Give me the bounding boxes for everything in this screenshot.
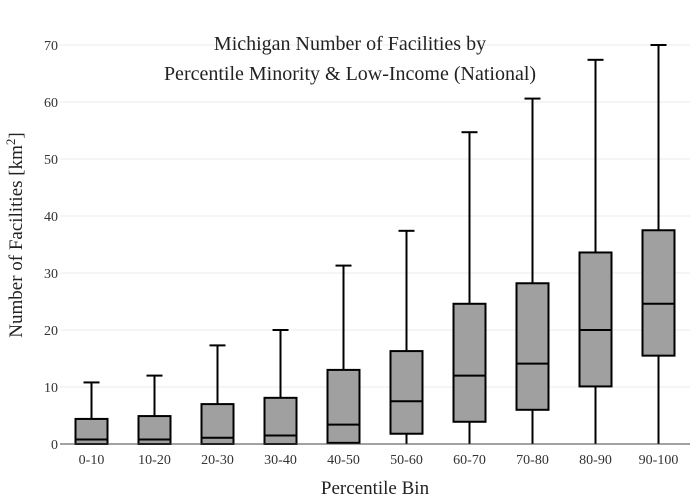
x-tick-label: 60-70: [453, 453, 486, 468]
y-axis-title-main: Number of Facilities [km: [6, 145, 27, 338]
box-layer: [74, 44, 676, 446]
iqr-box: [326, 368, 361, 444]
y-tick-label: 60: [44, 96, 58, 111]
x-tick-label: 50-60: [390, 453, 423, 468]
chart-title-line-1: Michigan Number of Facilities by: [214, 33, 486, 55]
iqr-box: [515, 282, 550, 411]
x-tick-label: 70-80: [516, 453, 549, 468]
iqr-box: [578, 251, 613, 388]
box-0-10: [74, 381, 109, 446]
y-axis-title: Number of Facilities [km2]: [3, 132, 27, 337]
y-axis-title-superscript: 2: [3, 139, 18, 146]
x-tick-label: 80-90: [579, 453, 612, 468]
box-60-70: [452, 131, 487, 444]
y-tick-label: 20: [44, 324, 58, 339]
y-tick-label: 70: [44, 39, 58, 54]
x-tick-label: 40-50: [327, 453, 360, 468]
box-30-40: [263, 329, 298, 445]
y-tick-label: 40: [44, 210, 58, 225]
y-tick-label: 50: [44, 153, 58, 168]
box-90-100: [641, 44, 676, 444]
iqr-box: [263, 396, 298, 445]
box-10-20: [137, 374, 172, 446]
x-tick-label: 30-40: [264, 453, 297, 468]
iqr-box: [452, 302, 487, 423]
x-tick-label: 90-100: [639, 453, 679, 468]
y-axis-title-end: ]: [6, 132, 27, 138]
y-tick-labels: 0 10 20 30 40 50 60 70: [44, 39, 58, 453]
box-80-90: [578, 58, 613, 444]
chart-title-line-2: Percentile Minority & Low-Income (Nation…: [164, 63, 536, 85]
iqr-box: [389, 350, 424, 435]
box-20-30: [200, 344, 235, 446]
x-tick-label: 0-10: [79, 453, 105, 468]
y-tick-label: 30: [44, 267, 58, 282]
y-tick-label: 10: [44, 381, 58, 396]
box-40-50: [326, 264, 361, 444]
box-50-60: [389, 229, 424, 444]
grid-layer: [60, 44, 690, 388]
iqr-box: [641, 229, 676, 357]
y-tick-label: 0: [51, 438, 58, 453]
x-tick-label: 20-30: [201, 453, 234, 468]
x-axis-title: Percentile Bin: [321, 478, 430, 499]
x-tick-labels: 0-10 10-20 20-30 30-40 40-50 50-60 60-70 70-80 8…: [79, 453, 679, 468]
x-tick-label: 10-20: [138, 453, 171, 468]
box-70-80: [515, 97, 550, 444]
